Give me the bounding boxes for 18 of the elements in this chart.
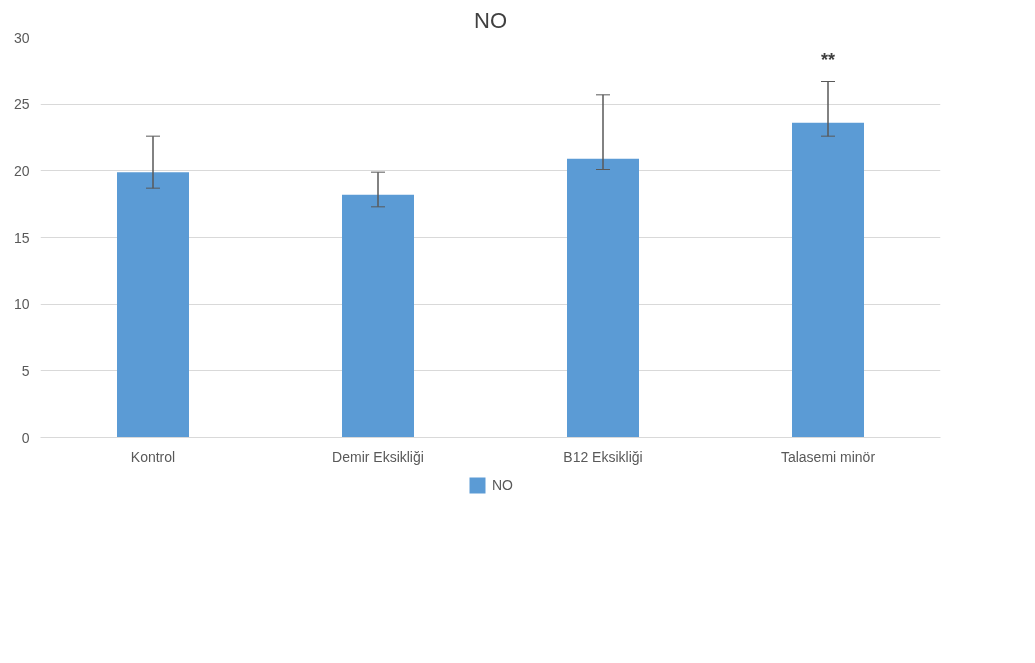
x-tick-label: Kontrol (130, 448, 176, 465)
y-tick-label: 10 (13, 296, 30, 313)
chart-title: NO (474, 7, 507, 33)
bar (342, 194, 414, 438)
bar (792, 122, 864, 438)
x-tick-label: Demir Eksikliği (332, 448, 424, 465)
y-tick-label: 25 (13, 96, 30, 113)
y-tick-label: 20 (13, 162, 30, 179)
annotation: ** (821, 49, 836, 70)
legend-label: NO (492, 477, 513, 493)
bar (117, 172, 189, 438)
bar (567, 158, 639, 438)
y-tick-label: 0 (21, 429, 30, 446)
y-tick-label: 30 (13, 29, 30, 46)
y-tick-label: 5 (21, 362, 30, 379)
x-tick-label: B12 Eksikliği (563, 448, 643, 465)
y-tick-label: 15 (13, 229, 30, 246)
x-tick-label: Talasemi minör (780, 448, 876, 465)
